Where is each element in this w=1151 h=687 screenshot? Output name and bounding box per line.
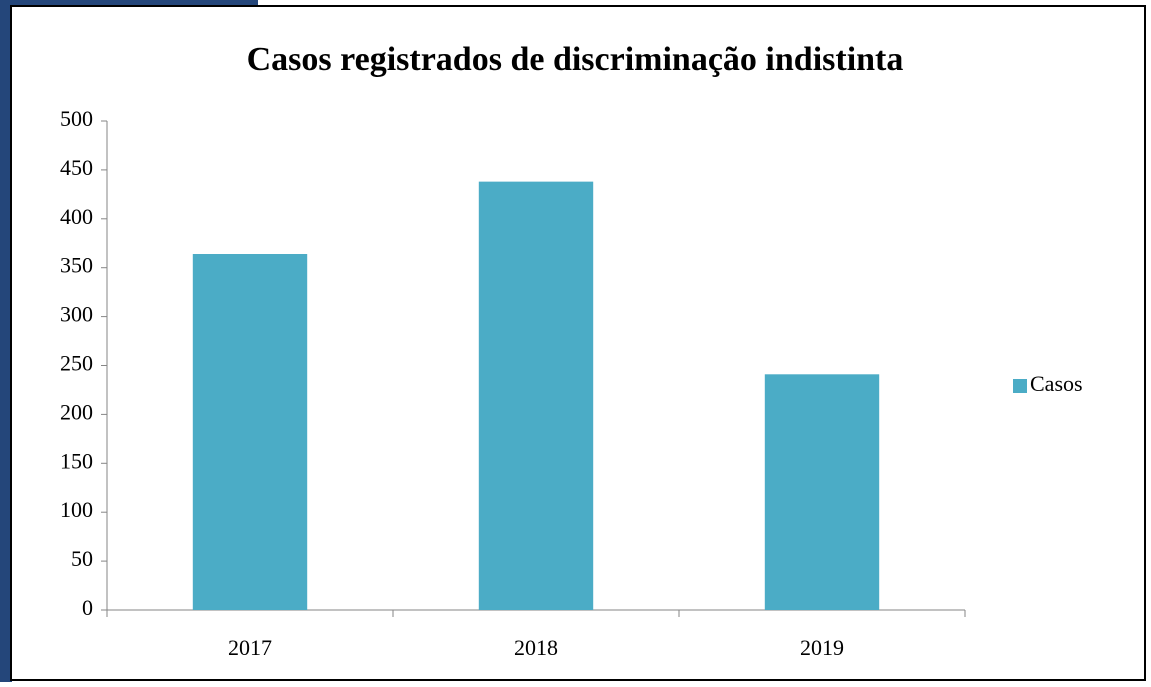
y-tick-label: 0 [82, 595, 93, 620]
y-tick-label: 300 [60, 302, 93, 327]
side-frame [0, 0, 12, 682]
y-tick-label: 400 [60, 204, 93, 229]
chart-title: Casos registrados de discriminação indis… [247, 41, 904, 78]
y-tick-label: 100 [60, 497, 93, 522]
y-tick-label: 450 [60, 155, 93, 180]
bar [764, 374, 880, 610]
top-frame [0, 0, 258, 8]
legend-swatch [1013, 379, 1027, 393]
y-tick-label: 200 [60, 399, 93, 424]
x-tick-label: 2018 [514, 635, 558, 660]
x-tick-label: 2017 [228, 635, 272, 660]
y-tick-label: 50 [71, 546, 93, 571]
x-tick-label: 2019 [800, 635, 844, 660]
bar [192, 254, 308, 610]
y-tick-label: 150 [60, 448, 93, 473]
y-tick-label: 500 [60, 106, 93, 131]
y-tick-label: 350 [60, 253, 93, 278]
y-tick-label: 250 [60, 351, 93, 376]
legend-label: Casos [1030, 371, 1083, 396]
bar [478, 181, 594, 611]
